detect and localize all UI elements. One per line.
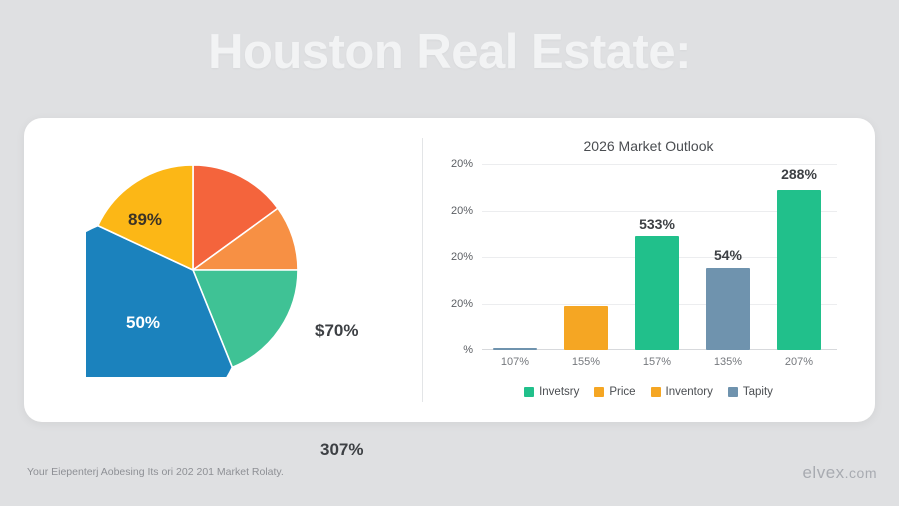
legend-item-price[interactable]: Price [594,386,636,398]
x-tick-4: 207% [784,356,814,368]
bar-value-5: 288% [781,166,817,182]
bar-chart-panel: 2026 Market Outlook 20% 20% 20% 20% % [422,118,875,422]
bar-chart-title: 2026 Market Outlook [583,138,714,154]
legend-label-2: Inventory [665,386,713,398]
pie-slice-orange-red [192,164,280,272]
y-tick-0: 20% [450,158,473,170]
brand-tld: .com [844,465,877,481]
x-tick-0: 107% [500,356,530,368]
pie-label-blue: 50% [126,313,161,332]
gridline-150 [482,210,837,212]
bar-value-3: 533% [639,216,675,232]
bar-chart-plot: 20% 20% 20% 20% % 533% 54% 288% 107% 155… [451,158,837,368]
brand-name: elvex [802,463,845,482]
pie-chart-panel: 89% 50% $70% 307% [24,118,422,459]
brand-logo: elvex.com [802,463,877,483]
bar-2[interactable] [564,306,608,350]
legend-swatch-icon [524,387,535,397]
page-title: Houston Real Estate: [208,25,691,79]
pie-callout-orange-red: $70% [315,321,359,340]
pie-callout-green: 307% [320,440,364,459]
pie-chart-svg [86,164,299,377]
content-card: 89% 50% $70% 307% 2026 Market Outlook 20… [24,118,875,459]
bar-5[interactable] [777,190,821,350]
bar-1[interactable] [493,348,537,350]
x-tick-2: 157% [642,356,672,368]
legend-item-tapity[interactable]: Tapity [727,386,773,398]
x-tick-1: 155% [571,356,601,368]
pie-chart: 89% 50% [86,163,300,377]
bar-chart-legend: Invetsry Price Inventory Tapity [422,386,875,398]
legend-label-1: Price [609,386,636,398]
bar-3[interactable] [635,236,679,350]
footer-note: Your Eiepenterj Aobesing Its ori 202 201… [27,466,284,478]
y-tick-4: % [463,344,473,356]
legend-label-0: Invetsry [539,386,580,398]
pie-slice-yellow [96,164,194,272]
gridline-200 [482,164,837,165]
legend-item-inventory[interactable]: Inventory [650,386,713,398]
pie-slice-green [191,269,299,369]
pie-slice-blue [86,224,234,377]
legend-swatch-icon [727,387,738,397]
y-tick-2: 20% [450,251,473,263]
legend-label-3: Tapity [742,386,773,398]
legend-swatch-icon [650,387,661,397]
legend-item-inventory-green[interactable]: Invetsry [524,386,579,398]
card-divider [422,138,423,402]
y-tick-3: 20% [450,297,473,310]
bar-4[interactable] [706,268,750,350]
legend-swatch-icon [594,387,605,397]
x-tick-3: 135% [713,356,743,368]
pie-label-yellow: 89% [128,210,163,229]
y-tick-1: 20% [450,204,473,217]
bar-value-4: 54% [713,247,743,263]
